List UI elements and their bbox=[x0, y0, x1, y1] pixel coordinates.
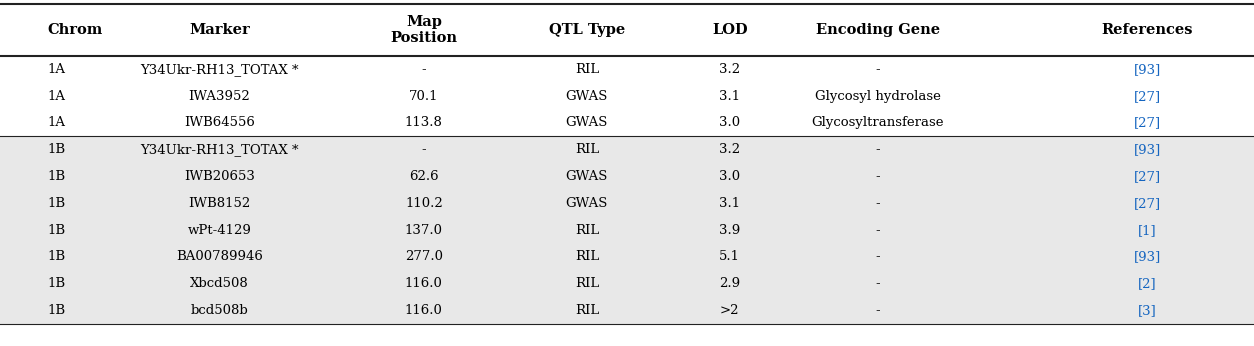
Text: [27]: [27] bbox=[1134, 170, 1161, 183]
Text: LOD: LOD bbox=[712, 23, 747, 37]
Text: Encoding Gene: Encoding Gene bbox=[816, 23, 939, 37]
Text: IWB8152: IWB8152 bbox=[188, 197, 251, 210]
Text: -: - bbox=[875, 224, 880, 237]
Text: RIL: RIL bbox=[574, 224, 599, 237]
Text: IWB20653: IWB20653 bbox=[184, 170, 255, 183]
Text: 3.1: 3.1 bbox=[720, 90, 740, 103]
Bar bbox=[0, 297, 1254, 324]
Text: 3.2: 3.2 bbox=[720, 63, 740, 76]
Text: 113.8: 113.8 bbox=[405, 117, 443, 129]
Text: Glycosyl hydrolase: Glycosyl hydrolase bbox=[815, 90, 940, 103]
Text: -: - bbox=[875, 251, 880, 264]
Text: 3.0: 3.0 bbox=[720, 170, 740, 183]
Text: Y34Ukr-RH13_TOTAX *: Y34Ukr-RH13_TOTAX * bbox=[140, 143, 298, 156]
Text: References: References bbox=[1102, 23, 1193, 37]
Text: Marker: Marker bbox=[189, 23, 250, 37]
Text: 1B: 1B bbox=[48, 277, 65, 290]
Text: [93]: [93] bbox=[1134, 143, 1161, 156]
Text: wPt-4129: wPt-4129 bbox=[188, 224, 251, 237]
Bar bbox=[0, 190, 1254, 217]
Text: -: - bbox=[875, 63, 880, 76]
Text: 3.1: 3.1 bbox=[720, 197, 740, 210]
Text: >2: >2 bbox=[720, 304, 740, 317]
Text: [2]: [2] bbox=[1139, 277, 1156, 290]
Text: Xbcd508: Xbcd508 bbox=[191, 277, 248, 290]
Text: 1B: 1B bbox=[48, 224, 65, 237]
Text: 1A: 1A bbox=[48, 117, 65, 129]
Text: -: - bbox=[875, 277, 880, 290]
Text: Chrom: Chrom bbox=[48, 23, 103, 37]
Text: 1B: 1B bbox=[48, 143, 65, 156]
Text: [27]: [27] bbox=[1134, 197, 1161, 210]
Text: GWAS: GWAS bbox=[566, 170, 608, 183]
Text: 70.1: 70.1 bbox=[409, 90, 439, 103]
Text: RIL: RIL bbox=[574, 63, 599, 76]
Text: 137.0: 137.0 bbox=[405, 224, 443, 237]
Text: BA00789946: BA00789946 bbox=[176, 251, 263, 264]
Text: RIL: RIL bbox=[574, 251, 599, 264]
Text: 277.0: 277.0 bbox=[405, 251, 443, 264]
Text: 62.6: 62.6 bbox=[409, 170, 439, 183]
Text: -: - bbox=[421, 63, 426, 76]
Text: -: - bbox=[875, 143, 880, 156]
Text: [1]: [1] bbox=[1139, 224, 1156, 237]
Bar bbox=[0, 83, 1254, 110]
Text: 116.0: 116.0 bbox=[405, 304, 443, 317]
Text: RIL: RIL bbox=[574, 277, 599, 290]
Text: 3.9: 3.9 bbox=[720, 224, 740, 237]
Text: 1B: 1B bbox=[48, 304, 65, 317]
Bar bbox=[0, 56, 1254, 83]
Text: 116.0: 116.0 bbox=[405, 277, 443, 290]
Text: QTL Type: QTL Type bbox=[549, 23, 624, 37]
Text: bcd508b: bcd508b bbox=[191, 304, 248, 317]
Text: IWB64556: IWB64556 bbox=[184, 117, 255, 129]
Text: RIL: RIL bbox=[574, 304, 599, 317]
Text: IWA3952: IWA3952 bbox=[188, 90, 251, 103]
Text: 1A: 1A bbox=[48, 90, 65, 103]
Text: GWAS: GWAS bbox=[566, 90, 608, 103]
Bar bbox=[0, 163, 1254, 190]
Text: 3.2: 3.2 bbox=[720, 143, 740, 156]
Bar bbox=[0, 271, 1254, 297]
Text: [93]: [93] bbox=[1134, 251, 1161, 264]
Text: [27]: [27] bbox=[1134, 90, 1161, 103]
Text: -: - bbox=[875, 304, 880, 317]
Bar bbox=[0, 136, 1254, 163]
Bar bbox=[0, 244, 1254, 271]
Text: [93]: [93] bbox=[1134, 63, 1161, 76]
Text: RIL: RIL bbox=[574, 143, 599, 156]
Text: GWAS: GWAS bbox=[566, 117, 608, 129]
Text: -: - bbox=[421, 143, 426, 156]
Text: [27]: [27] bbox=[1134, 117, 1161, 129]
Text: 1B: 1B bbox=[48, 251, 65, 264]
Text: 3.0: 3.0 bbox=[720, 117, 740, 129]
Text: Y34Ukr-RH13_TOTAX *: Y34Ukr-RH13_TOTAX * bbox=[140, 63, 298, 76]
Text: -: - bbox=[875, 170, 880, 183]
Text: 1B: 1B bbox=[48, 197, 65, 210]
Text: Map
Position: Map Position bbox=[390, 15, 458, 45]
Text: 110.2: 110.2 bbox=[405, 197, 443, 210]
Text: 5.1: 5.1 bbox=[720, 251, 740, 264]
Text: 1B: 1B bbox=[48, 170, 65, 183]
Bar bbox=[0, 217, 1254, 244]
Text: Glycosyltransferase: Glycosyltransferase bbox=[811, 117, 944, 129]
Text: 1A: 1A bbox=[48, 63, 65, 76]
Text: GWAS: GWAS bbox=[566, 197, 608, 210]
Text: [3]: [3] bbox=[1139, 304, 1156, 317]
Bar bbox=[0, 4, 1254, 56]
Bar bbox=[0, 110, 1254, 136]
Text: -: - bbox=[875, 197, 880, 210]
Text: 2.9: 2.9 bbox=[720, 277, 740, 290]
